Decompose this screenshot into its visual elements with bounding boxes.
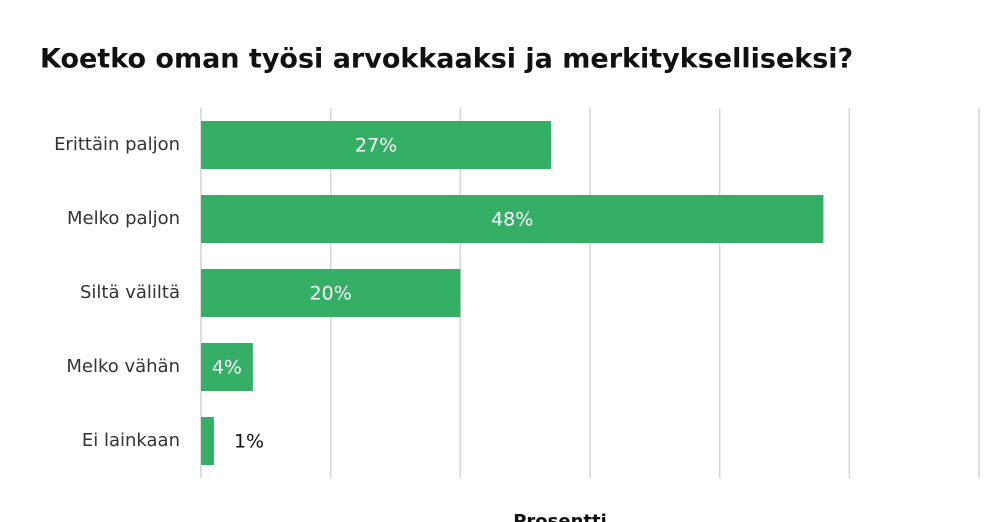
data-label: 20% [310,283,352,305]
data-label: 27% [355,135,397,157]
bar [201,121,552,169]
y-tick-label: Ei lainkaan [82,430,180,451]
chart-title: Koetko oman työsi arvokkaaksi ja merkity… [40,44,853,75]
y-tick-label: Melko paljon [67,208,180,229]
data-label: 48% [491,209,533,231]
bar [201,343,253,391]
y-tick-label: Erittäin paljon [54,134,180,155]
bar [201,269,461,317]
data-label: 1% [234,431,264,453]
data-label: 4% [212,357,242,379]
y-tick-label: Siltä väliltä [80,282,180,303]
bar [201,417,214,465]
x-axis-label: Prosentti [513,511,607,522]
y-tick-label: Melko vähän [66,356,180,377]
bar [201,195,824,243]
